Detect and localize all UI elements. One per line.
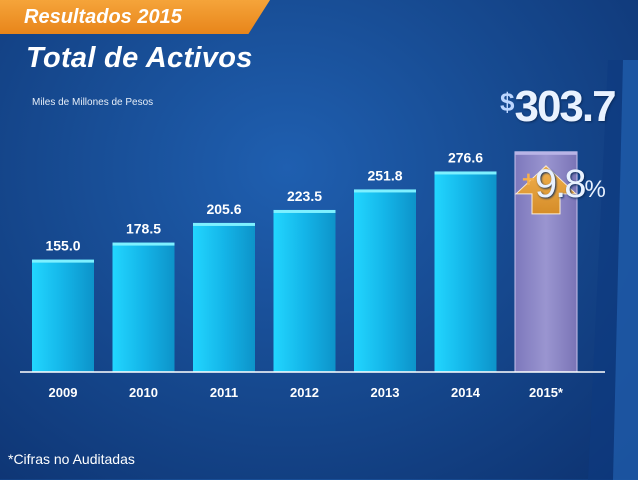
tick-label: 2009 [49, 385, 78, 400]
tick-label: 2013 [371, 385, 400, 400]
data-label: 178.5 [126, 221, 161, 237]
growth-sign: + [522, 167, 535, 192]
tick-label: 2011 [210, 385, 238, 400]
decorative-stripes [588, 60, 638, 480]
tick-label: 2012 [290, 385, 319, 400]
growth-arrow-icon [514, 165, 578, 215]
bar-top-sheen [434, 171, 497, 175]
bar-2011 [193, 222, 255, 372]
bar-2010 [112, 242, 175, 372]
bar-2014 [434, 171, 497, 372]
data-label: 223.5 [287, 188, 322, 204]
highlight-total: $303.7 [500, 82, 617, 132]
bar-2013 [354, 189, 416, 372]
data-label: 276.6 [448, 149, 483, 165]
bar-top-sheen [193, 222, 255, 226]
data-label: 205.6 [206, 201, 241, 217]
growth-unit: % [584, 176, 606, 203]
bar-2009 [32, 259, 94, 372]
highlight-value: 303.7 [514, 82, 616, 131]
data-label: 251.8 [367, 167, 402, 183]
tick-label: 2010 [129, 385, 158, 400]
tick-label: 2015* [529, 385, 564, 400]
bar-top-sheen [112, 242, 175, 246]
growth-rate: +9.8% [522, 162, 606, 207]
bar-top-sheen [354, 189, 416, 193]
section-banner [0, 0, 270, 34]
page-title: Total de Activos [26, 42, 253, 74]
bar-top-sheen [515, 151, 577, 155]
currency-symbol: $ [500, 87, 515, 117]
bar-top-sheen [273, 209, 336, 213]
tick-label: 2014 [451, 385, 481, 400]
units-label: Miles de Millones de Pesos [32, 97, 154, 108]
growth-value: 9.8 [534, 162, 587, 206]
bar-2012 [273, 209, 336, 372]
footnote: *Cifras no Auditadas [8, 451, 135, 467]
section-title: Resultados 2015 [24, 6, 182, 28]
data-label: 155.0 [45, 238, 80, 254]
bar-top-sheen [32, 259, 94, 263]
